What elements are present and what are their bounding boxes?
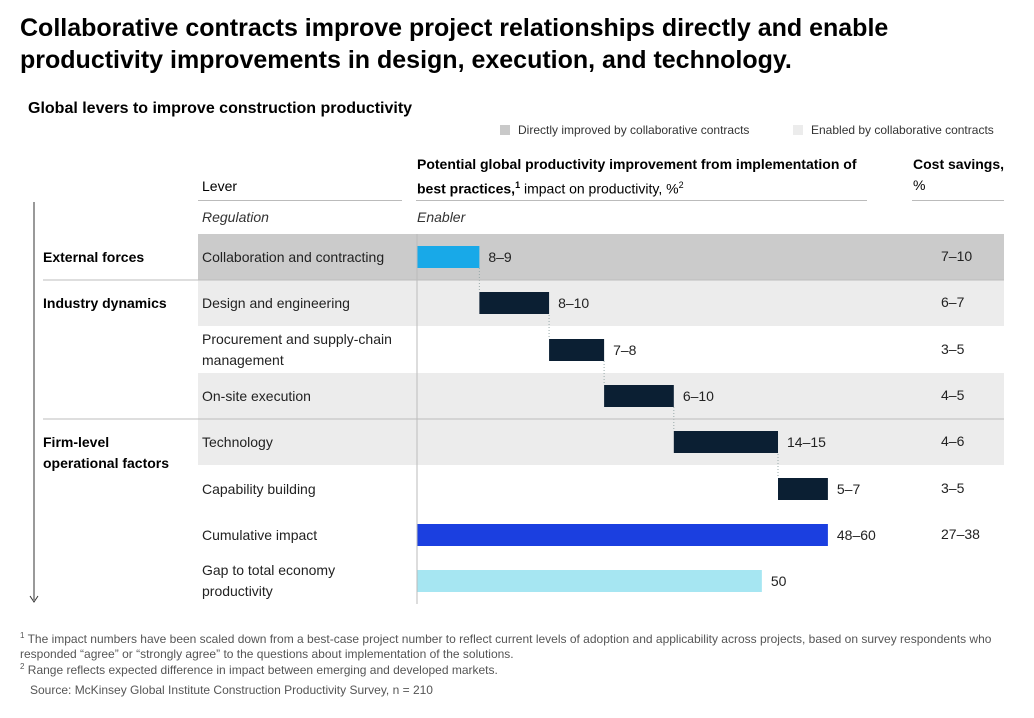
col-header-lever: Lever (202, 178, 238, 194)
chart-subtitle: Global levers to improve construction pr… (28, 100, 413, 117)
legend-swatch-enabled (793, 125, 803, 135)
group-label-3: Firm-level operational factors (43, 434, 170, 471)
cost-header-bold: Cost savings, (913, 156, 1005, 172)
lever-label: Technology (202, 433, 273, 450)
impact-header-sup2: 2 (678, 180, 684, 190)
bar-8 (417, 570, 762, 592)
header-rule-lever (198, 200, 402, 201)
bar-label-4: 6–10 (683, 388, 714, 404)
lever-label: Capability building (202, 480, 316, 497)
bar-5 (673, 431, 779, 453)
lever-label: Procurement and supply-chain management (202, 331, 392, 368)
footnote-2: 2 Range reflects expected difference in … (20, 659, 1010, 678)
legend-direct: Directly improved by collaborative contr… (500, 123, 749, 137)
lever-label: Collaboration and contracting (202, 248, 385, 265)
header-rule-impact (416, 200, 867, 201)
bar-label-3: 7–8 (613, 342, 637, 358)
impact-header-rest: impact on productivity, % (523, 180, 679, 197)
cost-header-rest: % (913, 177, 926, 193)
col-header-cost: Cost savings, % (913, 154, 1013, 196)
col-header-impact: Potential global productivity improvemen… (417, 154, 867, 200)
group-label-2: Industry dynamics (43, 295, 167, 311)
chart-title: Collaborative contracts improve project … (20, 14, 889, 74)
cost-value: 4–5 (941, 387, 965, 403)
regulation-label: Regulation (202, 209, 269, 225)
lever-label: Cumulative impact (202, 526, 318, 543)
enabler-label: Enabler (417, 209, 466, 225)
bar-1 (417, 246, 480, 268)
cost-value: 3–5 (941, 480, 965, 496)
bar-6 (778, 478, 828, 500)
legend-label-enabled: Enabled by collaborative contracts (811, 123, 994, 137)
bar-label-1: 8–9 (488, 249, 512, 265)
legend-label-direct: Directly improved by collaborative contr… (518, 123, 750, 137)
legend-enabled: Enabled by collaborative contracts (793, 123, 994, 137)
bar-2 (479, 292, 550, 314)
footnote-2-marker: 2 (20, 662, 25, 671)
cost-value: 3–5 (941, 341, 965, 357)
impact-header-sup1: 1 (515, 180, 521, 190)
flow-arrow-head-icon (29, 595, 39, 603)
table-row (198, 280, 1004, 326)
lever-label: On-site execution (202, 387, 311, 404)
cost-value: 4–6 (941, 433, 965, 449)
table-row (198, 373, 1004, 419)
footnote-1: 1 The impact numbers have been scaled do… (20, 628, 1010, 662)
cost-value: 27–38 (941, 526, 980, 542)
header-rule-cost (912, 200, 1004, 201)
cost-value: 7–10 (941, 248, 973, 264)
bar-label-7: 48–60 (837, 527, 876, 543)
lever-label: Gap to total economy productivity (202, 562, 336, 599)
impact-header-bold: Potential global productivity improvemen… (417, 156, 857, 197)
footnote-1-text: The impact numbers have been scaled down… (20, 632, 992, 661)
bar-label-6: 5–7 (837, 481, 861, 497)
bar-label-8: 50 (771, 573, 787, 589)
source-note: Source: McKinsey Global Institute Constr… (30, 683, 433, 697)
legend-swatch-direct (500, 125, 510, 135)
lever-label: Design and engineering (202, 294, 350, 311)
footnote-2-text: Range reflects expected difference in im… (27, 663, 498, 677)
cost-value: 6–7 (941, 294, 965, 310)
bar-7 (417, 524, 828, 546)
table-row (198, 234, 1004, 280)
footnote-1-marker: 1 (20, 631, 25, 640)
group-label-1: External forces (43, 249, 145, 265)
bar-label-2: 8–10 (558, 295, 589, 311)
bar-3 (549, 339, 605, 361)
table-row (198, 419, 1004, 465)
bar-label-5: 14–15 (787, 434, 826, 450)
bar-4 (604, 385, 674, 407)
